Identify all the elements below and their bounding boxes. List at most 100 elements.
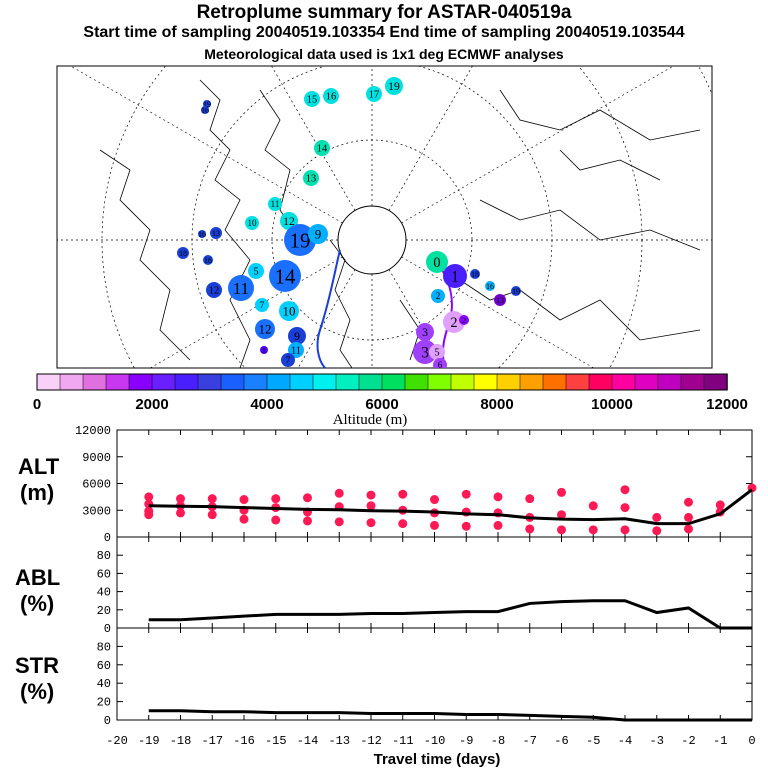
colorbar-tick-label: 0	[33, 396, 41, 413]
alt-panel-label: ALT	[18, 454, 60, 479]
x-tick-label: -5	[586, 734, 600, 748]
series-line-str	[148, 709, 752, 722]
alt-scatter-point	[366, 518, 376, 528]
colorbar-segment	[312, 373, 337, 391]
plume-marker-label: 7	[286, 355, 291, 365]
x-tick-label: -17	[201, 734, 223, 748]
plume-marker: 11	[228, 275, 254, 301]
x-tick-label: -20	[106, 734, 128, 748]
x-tick-label: -11	[392, 734, 414, 748]
y-tick-label: 80	[97, 640, 111, 654]
plume-marker: 11	[268, 197, 282, 211]
colorbar-segment	[381, 373, 406, 391]
x-tick-label: -10	[424, 734, 446, 748]
plume-marker-dot	[288, 342, 304, 358]
colorbar-tick-label: 2000	[135, 396, 168, 413]
plume-marker-dot	[303, 170, 319, 186]
plume-marker: 16	[198, 230, 206, 239]
colorbar-label: Altitude (m)	[333, 412, 408, 428]
colorbar-segment	[588, 373, 613, 391]
plume-marker-dot	[494, 294, 506, 306]
alt-scatter-point	[557, 525, 566, 535]
plume-marker: 12	[255, 319, 275, 339]
alt-scatter-point	[652, 526, 662, 536]
series-line-alt	[148, 488, 753, 526]
y-tick-label: 0	[104, 622, 111, 636]
plume-marker: 13	[210, 227, 222, 239]
plume-marker-dot	[323, 88, 339, 104]
alt-scatter-point	[176, 494, 185, 504]
plume-marker-label: 16	[198, 230, 206, 239]
plume-marker-dot	[177, 247, 189, 259]
colorbar-segment	[151, 373, 176, 391]
plume-marker-label: 0	[433, 255, 440, 271]
alt-scatter-point	[557, 487, 566, 497]
alt-scatter-point	[271, 494, 281, 504]
alt-scatter-point	[525, 524, 535, 534]
plume-marker-dot	[268, 197, 282, 211]
plume-marker-dot	[443, 264, 467, 288]
plume-marker: 1	[260, 346, 268, 355]
plume-marker-label: 1	[262, 346, 266, 355]
plume-marker-label: 2	[462, 316, 466, 325]
y-tick-label: 60	[97, 567, 111, 581]
panel-frame	[116, 627, 753, 721]
alt-scatter-point	[239, 514, 249, 524]
plume-marker-dot	[470, 269, 480, 279]
plume-marker: 14	[314, 140, 330, 156]
plume-marker-label: 5	[434, 348, 439, 359]
plume-marker-label: 10	[283, 304, 296, 319]
y-tick-label: 60	[97, 659, 111, 673]
x-tick-label: -7	[523, 734, 537, 748]
plume-marker: 7	[281, 353, 295, 367]
plume-marker-label: 9	[315, 227, 322, 242]
alt-scatter-point	[493, 520, 503, 530]
plume-marker-label: 11	[271, 199, 280, 209]
plume-marker-dot	[255, 319, 275, 339]
plume-marker-dot	[260, 346, 268, 354]
plume-marker-label: 9	[294, 330, 300, 343]
alt-scatter-point	[557, 510, 566, 520]
plume-marker-label: 2	[450, 315, 457, 331]
plume-marker: 9	[288, 327, 306, 345]
colorbar-segment	[243, 373, 268, 391]
alt-scatter-point	[303, 516, 312, 526]
colorbar-segment	[450, 373, 475, 391]
plume-marker: 11	[288, 342, 304, 358]
alt-scatter-point	[334, 517, 344, 527]
alt-scatter-point	[620, 525, 630, 535]
plume-marker: 17	[366, 86, 382, 102]
colorbar-segment	[220, 373, 245, 391]
y-tick-label: 6000	[82, 478, 111, 492]
x-tick-label: -16	[233, 734, 255, 748]
plume-marker-dot	[413, 340, 437, 364]
alt-scatter-point	[684, 497, 693, 507]
plume-marker-label: 12	[209, 286, 219, 297]
plume-marker-dot	[198, 230, 206, 238]
x-tick-label: -14	[297, 734, 319, 748]
chart-title: Retroplume summary for ASTAR-040519a	[196, 2, 572, 23]
panel-alt: 0 3000 6000 9000 12000	[75, 424, 757, 545]
plume-marker-dot	[426, 251, 448, 273]
colorbar-segment	[703, 373, 728, 391]
x-tick-label: -4	[618, 734, 632, 748]
plume-marker: 3	[413, 340, 437, 364]
colorbar-tick-label: 10000	[591, 396, 633, 413]
colorbar-segment	[59, 373, 84, 391]
y-tick-label: 0	[104, 714, 111, 728]
colorbar-segment	[82, 373, 107, 391]
plume-marker-dot	[279, 301, 299, 321]
colorbar-tick-label: 6000	[365, 396, 398, 413]
plume-marker: 18	[470, 269, 480, 279]
alt-scatter-point	[366, 501, 376, 511]
colorbar-segment	[358, 373, 383, 391]
x-tick-label: -13	[328, 734, 350, 748]
x-tick-label: -8	[491, 734, 505, 748]
plume-marker: 9	[308, 224, 328, 244]
alt-scatter-point	[461, 489, 471, 499]
plume-marker-label: 19	[388, 80, 400, 93]
y-tick-label: 20	[97, 604, 111, 618]
plume-marker-dot	[431, 289, 445, 303]
plume-marker-dot	[459, 315, 469, 325]
